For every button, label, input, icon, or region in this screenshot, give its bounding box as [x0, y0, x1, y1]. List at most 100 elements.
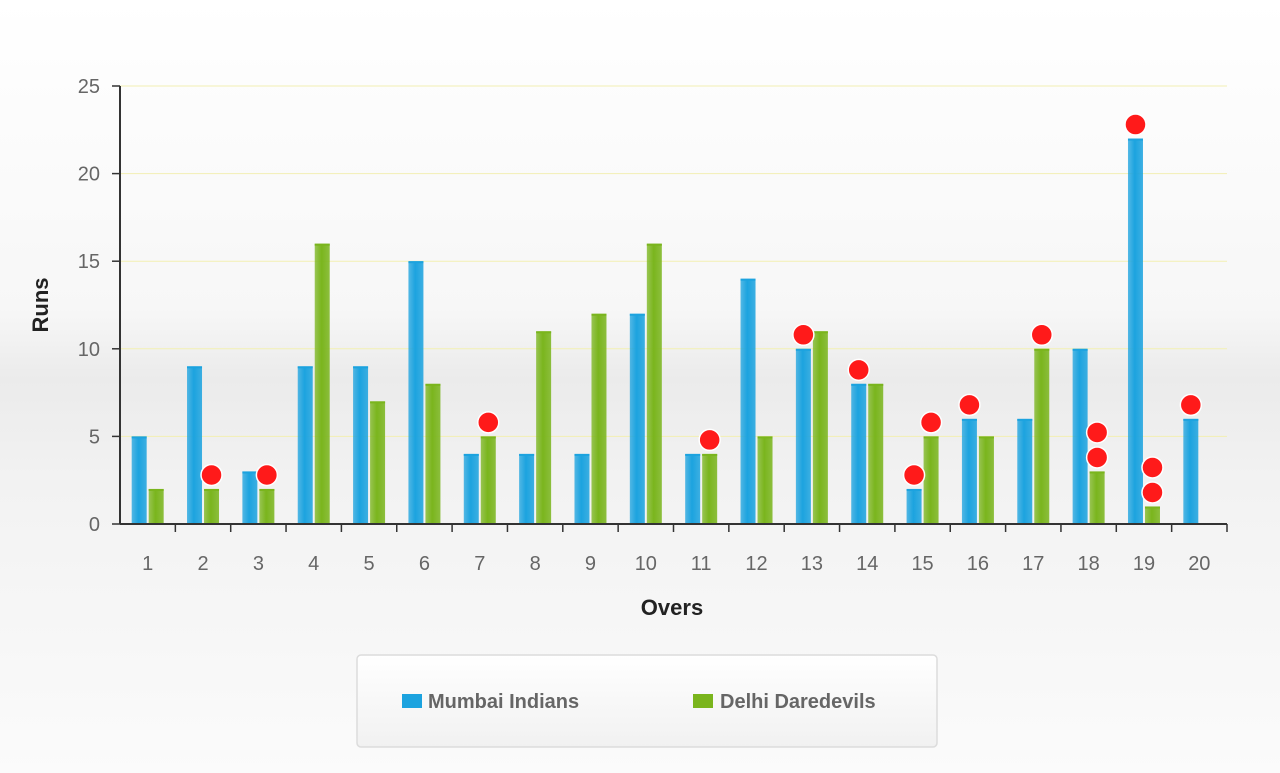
bar-mumbai-over-17-cap [1017, 418, 1033, 421]
bar-delhi-over-18-cap [1089, 471, 1105, 474]
bar-delhi-over-14 [868, 383, 884, 524]
legend-label-mumbai: Mumbai Indians [428, 691, 579, 713]
grid-lines [120, 85, 1227, 437]
bar-mumbai-over-8-cap [519, 453, 535, 456]
bar-mumbai-over-18-cap [1072, 348, 1088, 351]
y-tick-labels: 0 5 10 15 20 25 [78, 76, 100, 536]
x-tick-label-14: 14 [856, 553, 878, 575]
bar-mumbai-over-5 [353, 366, 369, 524]
bar-delhi-over-6 [425, 383, 441, 524]
bar-delhi-over-1 [148, 488, 164, 524]
wicket-marker-mumbai-over-15-1 [902, 463, 926, 487]
bar-delhi-over-13-cap [812, 331, 828, 334]
bar-mumbai-over-16-cap [961, 418, 977, 421]
bar-delhi-over-16-cap [978, 436, 994, 439]
wicket-marker-delhi-over-17-1 [1030, 323, 1054, 347]
wicket-markers [200, 113, 1203, 504]
bar-delhi-over-4 [314, 243, 330, 524]
bar-delhi-over-1-cap [148, 488, 164, 491]
bar-mumbai-over-5-cap [353, 366, 369, 369]
wicket-marker-delhi-over-7-1 [477, 411, 500, 434]
bar-mumbai-over-20-cap [1183, 418, 1199, 421]
bar-delhi-over-8-cap [536, 331, 552, 334]
bar-mumbai-over-10 [629, 313, 645, 524]
x-tick-label-10: 10 [635, 553, 657, 575]
bar-mumbai-over-11 [685, 453, 701, 524]
bar-delhi-over-16 [978, 436, 994, 524]
bar-delhi-over-19 [1144, 506, 1160, 524]
bar-delhi-over-4-cap [314, 243, 330, 246]
wicket-marker-delhi-over-19-1 [1141, 481, 1164, 504]
legend: Mumbai Indians Delhi Daredevils [356, 654, 938, 748]
bar-mumbai-over-15-cap [906, 488, 922, 491]
bar-delhi-over-7-cap [480, 436, 496, 439]
bar-mumbai-over-4 [297, 366, 313, 524]
bar-mumbai-over-4-cap [297, 366, 313, 369]
bar-delhi-over-10 [646, 243, 662, 524]
legend-label-delhi: Delhi Daredevils [720, 691, 876, 713]
wicket-marker-mumbai-over-14-1 [847, 358, 870, 382]
bar-mumbai-over-6 [408, 261, 424, 524]
bar-delhi-over-10-cap [646, 243, 662, 246]
bar-delhi-over-15-cap [923, 436, 939, 439]
bar-delhi-over-12 [757, 436, 773, 524]
bar-mumbai-over-3 [242, 471, 258, 524]
bar-delhi-over-5 [370, 401, 386, 524]
bar-mumbai-over-9 [574, 453, 590, 524]
axes [112, 85, 1228, 532]
legend-box [356, 654, 938, 748]
bar-mumbai-over-19 [1127, 138, 1143, 524]
bar-mumbai-over-14-cap [851, 383, 867, 386]
x-tick-label-2: 2 [197, 553, 208, 575]
bar-mumbai-over-1 [131, 436, 147, 524]
bar-delhi-over-11 [702, 453, 718, 524]
bar-mumbai-over-12-cap [740, 278, 756, 281]
bar-mumbai-over-2-cap [187, 366, 203, 369]
bar-mumbai-over-6-cap [408, 261, 424, 264]
wicket-marker-delhi-over-11-1 [698, 428, 721, 452]
bar-mumbai-over-19-cap [1127, 138, 1143, 141]
wicket-marker-mumbai-over-20-1 [1179, 393, 1203, 417]
wicket-marker-delhi-over-15-1 [919, 411, 943, 434]
x-tick-label-7: 7 [474, 553, 485, 575]
x-tick-label-12: 12 [745, 553, 767, 575]
bar-mumbai-over-16 [961, 418, 977, 524]
y-tick-label-0: 0 [89, 514, 100, 536]
wicket-marker-delhi-over-3-1 [255, 463, 279, 487]
y-tick-label-5: 5 [89, 426, 100, 448]
bar-delhi-over-5-cap [370, 401, 386, 404]
x-tick-label-5: 5 [364, 553, 375, 575]
bar-delhi-over-6-cap [425, 383, 441, 386]
bar-delhi-over-12-cap [757, 436, 773, 439]
x-tick-label-9: 9 [585, 553, 596, 575]
x-tick-label-13: 13 [801, 553, 823, 575]
x-tick-label-6: 6 [419, 553, 430, 575]
bar-delhi-over-11-cap [702, 453, 718, 456]
x-tick-label-20: 20 [1188, 553, 1210, 575]
bar-mumbai-over-9-cap [574, 453, 590, 456]
bar-mumbai-over-15 [906, 488, 922, 524]
bar-delhi-over-2-cap [204, 488, 220, 491]
x-tick-label-18: 18 [1078, 553, 1100, 575]
wicket-marker-mumbai-over-13-1 [792, 323, 815, 347]
y-tick-label-20: 20 [78, 164, 100, 186]
x-tick-label-17: 17 [1022, 553, 1044, 575]
bar-delhi-over-19-cap [1144, 506, 1160, 509]
bar-mumbai-over-18 [1072, 348, 1088, 524]
bar-delhi-over-7 [480, 436, 496, 524]
wicket-marker-delhi-over-18-2 [1085, 421, 1109, 444]
x-tick-label-8: 8 [530, 553, 541, 575]
x-tick-label-11: 11 [691, 553, 712, 575]
bar-delhi-over-13 [812, 331, 828, 524]
wicket-marker-mumbai-over-16-1 [958, 393, 981, 417]
x-tick-labels: 1 2 3 4 5 6 7 8 9 10 11 12 13 14 15 16 17 18 19 20 [142, 553, 1210, 575]
bar-delhi-over-3-cap [259, 488, 275, 491]
x-tick-label-3: 3 [253, 553, 264, 575]
x-tick-label-19: 19 [1133, 553, 1155, 575]
bar-mumbai-over-10-cap [629, 313, 645, 316]
legend-swatch-delhi [693, 694, 713, 708]
bar-delhi-over-15 [923, 436, 939, 524]
bar-mumbai-over-7-cap [463, 453, 479, 456]
bar-delhi-over-18 [1089, 471, 1105, 524]
